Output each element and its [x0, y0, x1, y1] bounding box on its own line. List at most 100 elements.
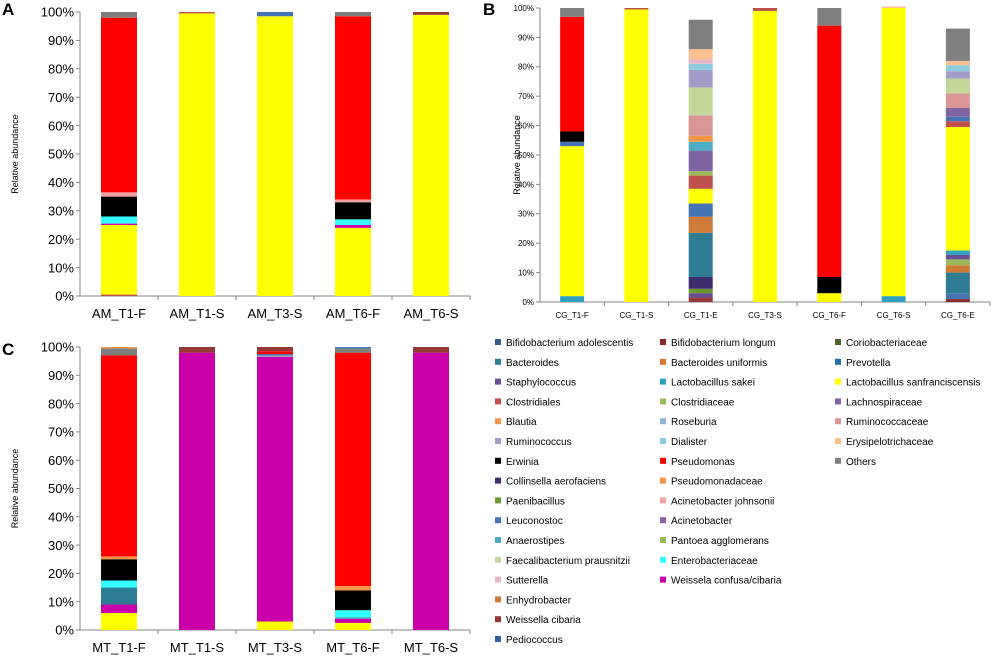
x-tick-label: AM_T1-S — [170, 306, 225, 321]
legend-label: Ruminococcus — [506, 437, 572, 448]
legend-item-anaerostipes: Anaerostipes — [495, 536, 564, 547]
y-tick-label: 50% — [518, 151, 534, 160]
bar-segment-bacteroides — [945, 272, 970, 294]
bar-cg-t1-f — [560, 8, 585, 302]
legend-swatch — [495, 418, 501, 425]
legend-label: Pseudomonas — [671, 457, 735, 468]
legend-item-enhydrobacter: Enhydrobacter — [495, 595, 572, 606]
bar-segment-clostridiales — [945, 121, 970, 128]
bar-segment-lactobacillus-sakei — [560, 296, 585, 302]
bar-am-t3-s — [257, 12, 293, 296]
bar-segment-others — [101, 348, 137, 356]
bar-segment-lactobacillus-sanfranciscensis — [688, 188, 713, 204]
legend-item-dialister: Dialister — [660, 437, 708, 448]
legend-swatch — [495, 517, 501, 524]
y-tick-label: 0% — [55, 623, 74, 638]
bar-segment-bacteroides — [101, 587, 137, 605]
bar-segment-dialister — [945, 65, 970, 72]
bar-segment-lactobacillus-sanfranciscensis — [335, 622, 371, 630]
y-tick-label: 90% — [48, 368, 74, 383]
bar-segment-staphylococcus — [688, 293, 713, 298]
legend-item-erysipelotrichaceae: Erysipelotrichaceae — [835, 437, 934, 448]
bar-segment-blautia — [688, 135, 713, 142]
legend-swatch — [835, 457, 841, 464]
bar-segment-weissela-confusa-cibaria — [101, 604, 137, 614]
bar-segment-lactobacillus-sanfranciscensis — [101, 613, 137, 630]
legend-label: Ruminococcaceae — [846, 417, 929, 428]
legend-item-bifidobacterium-longum: Bifidobacterium longum — [660, 338, 776, 349]
legend-label: Bacteroides uniformis — [671, 358, 767, 369]
legend-item-ruminococcus: Ruminococcus — [495, 437, 572, 448]
bar-segment-erwinia — [335, 202, 371, 220]
bar-am-t1-f — [101, 12, 137, 296]
bar-segment-lachnospiraceae — [688, 150, 713, 172]
bar-segment-lactobacillus-sanfranciscensis — [413, 14, 449, 297]
bar-segment-enterobacteriaceae — [101, 580, 137, 588]
bar-segment-weissela-confusa-cibaria — [335, 225, 371, 228]
y-tick-label: 80% — [518, 63, 534, 72]
bar-segment-leuconostoc — [257, 354, 293, 356]
legend-swatch — [495, 398, 501, 405]
legend-swatch — [660, 378, 666, 385]
bar-segment-pseudomonadaceae — [335, 586, 371, 591]
bar-segment-anaerostipes — [688, 141, 713, 151]
legend-swatch — [495, 358, 501, 365]
legend-label: Collinsella aerofaciens — [506, 477, 606, 488]
y-tick-label: 0% — [522, 298, 534, 307]
bar-segment-weissella-cibaria — [413, 347, 449, 353]
bar-segment-enhydrobacter — [945, 265, 970, 273]
x-tick-label: MT_T6-S — [404, 640, 459, 655]
legend-item-erwinia: Erwinia — [495, 457, 539, 468]
bar-segment-ruminococcaceae — [688, 115, 713, 136]
legend-label: Erwinia — [506, 457, 539, 468]
bar-segment-lactobacillus-sanfranciscensis — [624, 9, 649, 302]
legend-label: Pseudomonadaceae — [671, 477, 763, 488]
bar-am-t6-f — [335, 12, 371, 296]
bar-am-t1-s — [179, 12, 215, 296]
legend-swatch — [660, 537, 666, 543]
bar-segment-lactobacillus-sanfranciscensis — [335, 227, 371, 296]
bar-segment-pseudomonas — [335, 352, 371, 587]
legend-swatch — [660, 576, 666, 583]
bar-segment-lactobacillus-sakei — [945, 250, 970, 255]
legend-label: Weissela confusa/cibaria — [671, 576, 782, 587]
x-tick-label: CG_T6-S — [877, 311, 911, 320]
bar-segment-pseudomonas — [101, 355, 137, 557]
x-tick-label: AM_T3-S — [248, 306, 303, 321]
bar-segment-lachnospiraceae — [945, 107, 970, 117]
legend-swatch — [660, 497, 666, 504]
y-tick-label: 0% — [55, 289, 74, 304]
bar-segment-collinsella-aerofaciens — [688, 277, 713, 289]
bar-segment-bifidobacterium-longum — [945, 299, 970, 302]
legend-label: Leuconostoc — [506, 516, 563, 527]
bar-segment-leuconostoc — [945, 116, 970, 122]
y-tick-label: 20% — [48, 566, 74, 581]
y-tick-label: 30% — [48, 203, 74, 218]
bar-segment-lactobacillus-sakei — [335, 617, 371, 619]
y-tick-label: 10% — [48, 594, 74, 609]
bar-segment-weissela-confusa-cibaria — [413, 352, 449, 630]
bar-segment-weissela-confusa-cibaria — [101, 223, 137, 225]
bar-segment-lactobacillus-sanfranciscensis — [817, 293, 842, 302]
legend-swatch — [835, 418, 841, 425]
legend-label: Clostridiales — [506, 397, 560, 408]
bar-segment-faecalibacterium-prausnitzii — [945, 78, 970, 94]
legend-swatch — [495, 596, 501, 603]
legend-label: Bacteroides — [506, 358, 559, 369]
legend-item-staphylococcus: Staphylococcus — [495, 378, 576, 389]
legend-item-acinetobacter-johnsonii: Acinetobacter johnsonii — [660, 496, 774, 507]
y-tick-label: 100% — [41, 5, 75, 20]
legend-label: Weissella cibaria — [506, 615, 581, 626]
y-tick-label: 60% — [48, 118, 74, 133]
legend-swatch — [835, 339, 841, 345]
y-tick-label: 10% — [518, 268, 534, 277]
legend-swatch — [835, 378, 841, 385]
legend-item-leuconostoc: Leuconostoc — [495, 516, 563, 527]
legend-swatch — [660, 358, 666, 365]
bar-segment-acinetobacter-johnsonii — [335, 199, 371, 203]
bar-segment-bacteroides — [688, 232, 713, 278]
bar-segment-erysipelotrichaceae — [945, 60, 970, 66]
bar-am-t6-s — [413, 12, 449, 297]
legend-item-pseudomonadaceae: Pseudomonadaceae — [660, 477, 763, 488]
bar-cg-t1-e — [688, 19, 713, 302]
